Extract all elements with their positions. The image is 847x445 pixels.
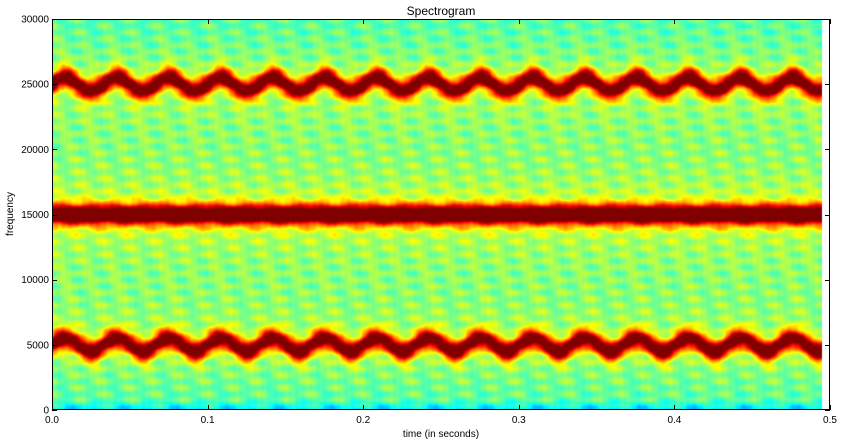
y-tick-label: 0 bbox=[43, 406, 49, 417]
chart-title: Spectrogram bbox=[407, 4, 476, 18]
y-tick-label: 15000 bbox=[21, 210, 49, 221]
y-tick-label: 5000 bbox=[27, 340, 50, 351]
spectrogram-heatmap bbox=[52, 19, 830, 410]
y-axis-title: frequency bbox=[5, 192, 16, 236]
x-tick-label: 0.3 bbox=[512, 415, 526, 426]
y-tick-label: 30000 bbox=[21, 15, 49, 26]
y-axis-ticks: 0 5000 10000 15000 20000 25000 30000 bbox=[21, 15, 830, 417]
x-tick-label: 0.2 bbox=[356, 415, 370, 426]
x-tick-label: 0.0 bbox=[45, 415, 59, 426]
y-tick-label: 10000 bbox=[21, 275, 49, 286]
y-tick-label: 25000 bbox=[21, 80, 49, 91]
plot-frame bbox=[52, 19, 830, 410]
x-tick-label: 0.1 bbox=[201, 415, 215, 426]
y-tick-label: 20000 bbox=[21, 145, 49, 156]
x-axis-title: time (in seconds) bbox=[403, 429, 479, 440]
x-axis-ticks: 0.0 0.1 0.2 0.3 0.4 0.5 bbox=[45, 19, 837, 426]
x-tick-label: 0.4 bbox=[667, 415, 681, 426]
x-tick-label: 0.5 bbox=[823, 415, 837, 426]
